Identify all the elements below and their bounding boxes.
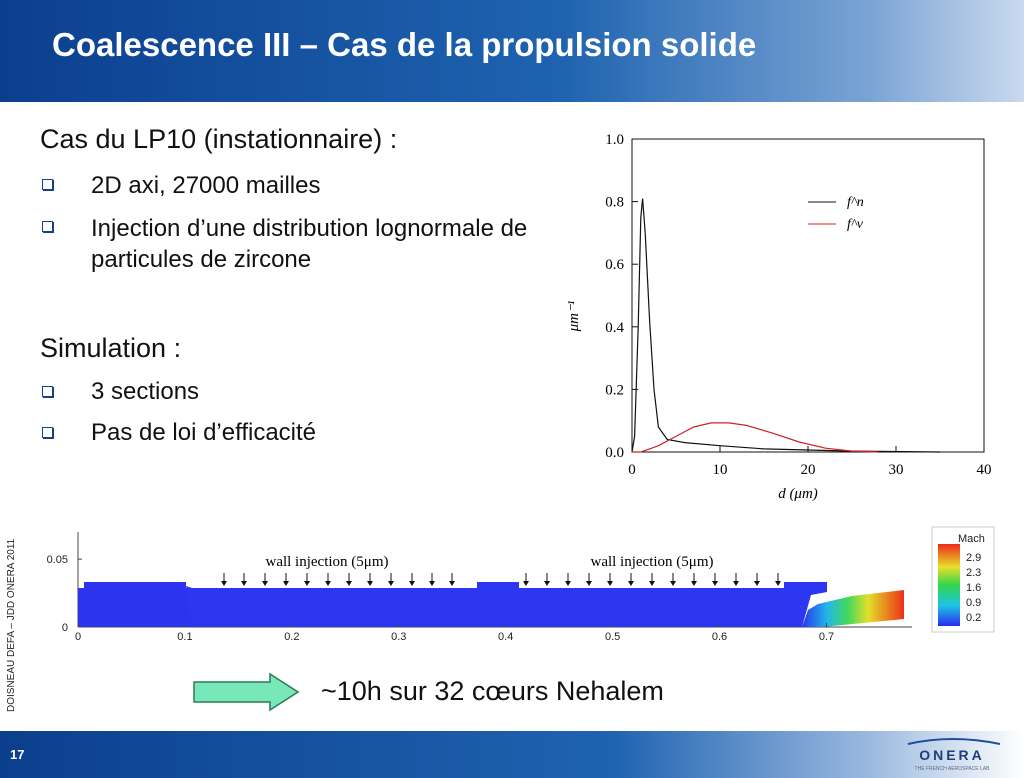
x-tick-label: 0.3 (391, 631, 406, 643)
x-tick-label: 0 (628, 462, 636, 478)
x-tick-label: 0.5 (605, 631, 620, 643)
y-tick-label: 1.0 (605, 132, 624, 148)
injection-arrow-head (544, 581, 550, 586)
wall-injection-arrows (221, 573, 781, 586)
injection-arrow-head (733, 581, 739, 586)
legend-label-fv: f^v (847, 217, 864, 232)
legend-label-fn: f^n (847, 195, 864, 210)
x-tick-label: 0.4 (498, 631, 513, 643)
injection-arrow-head (283, 581, 289, 586)
y-tick-label: 0.6 (605, 257, 624, 273)
svg-text:ONERA: ONERA (919, 747, 985, 763)
injection-arrow-head (628, 581, 634, 586)
injection-arrow-head (429, 581, 435, 586)
bullet-sections: 3 sections (91, 378, 200, 405)
x-tick-label: 40 (977, 462, 992, 478)
injection-arrow-head (325, 581, 331, 586)
side-credit: DOISNEAU DEFA – JDD ONERA 2011 (6, 538, 17, 712)
bullet-square-icon (42, 221, 53, 232)
colorbar-tick-label: 2.3 (966, 567, 981, 579)
bullet-mesh: 2D axi, 27000 mailles (91, 172, 321, 199)
x-tick-label: 20 (801, 462, 816, 478)
footer-bar (0, 731, 1024, 778)
heading-case: Cas du LP10 (instationnaire) : (40, 124, 398, 154)
injection-arrow-head (691, 581, 697, 586)
colorbar-tick-label: 1.6 (966, 582, 981, 594)
plot-frame (631, 138, 985, 453)
nozzle-flow (802, 590, 904, 627)
x-tick-label: 0.2 (284, 631, 299, 643)
mach-field-chart: 0 0.1 0.2 0.3 0.4 0.5 0.6 0.7 0 0.05 wall injecti… (47, 526, 995, 643)
y-tick-label: 0.8 (605, 195, 624, 211)
right-arrow-icon (193, 672, 300, 712)
onera-logo: ONERA THE FRENCH AEROSPACE LAB (907, 738, 1001, 772)
distribution-chart: 0 10 20 30 400.00.20.40.60.81.0 μm⁻¹ d (μm) … (566, 132, 992, 502)
injection-arrow-head (523, 581, 529, 586)
annotation-wall-injection-1: wall injection (5μm) (265, 554, 388, 570)
colorbar-title: Mach (958, 533, 985, 545)
x-tick-label: 10 (713, 462, 728, 478)
bullet-injection: Injection d’une distribution lognormale … (91, 215, 528, 273)
y-axis-label: μm⁻¹ (566, 300, 582, 332)
injection-arrow-head (221, 581, 227, 586)
injection-arrow-head (449, 581, 455, 586)
y-tick-label: 0.0 (605, 445, 624, 461)
series-line-0 (631, 198, 941, 453)
svg-text:THE FRENCH AEROSPACE LAB: THE FRENCH AEROSPACE LAB (915, 766, 991, 772)
injection-arrow-head (304, 581, 310, 586)
x-axis-label: d (μm) (778, 486, 818, 502)
y-tick-label: 0 (62, 622, 68, 634)
x-tick-label: 0.1 (177, 631, 192, 643)
injection-arrow-head (241, 581, 247, 586)
x-tick-label: 0 (75, 631, 81, 643)
page-number: 17 (10, 747, 25, 762)
grain-segment-2 (186, 582, 827, 627)
injection-arrow-head (409, 581, 415, 586)
bullet-square-icon (42, 179, 53, 190)
injection-arrow-head (262, 581, 268, 586)
x-tick-label: 0.6 (712, 631, 727, 643)
y-tick-label: 0.05 (47, 554, 68, 566)
injection-arrow-head (586, 581, 592, 586)
heading-simulation: Simulation : (40, 333, 182, 363)
colorbar-tick-label: 2.9 (966, 552, 981, 564)
injection-arrow-head (670, 581, 676, 586)
injection-arrow-head (754, 581, 760, 586)
title-bar: Coalescence III – Cas de la propulsion s… (0, 0, 1024, 102)
grain-segment-1 (78, 582, 222, 627)
y-tick-label: 0.2 (605, 382, 624, 398)
x-tick-label: 30 (889, 462, 904, 478)
bullet-efficiency: Pas de loi d’efficacité (91, 419, 317, 446)
injection-arrow-head (367, 581, 373, 586)
injection-arrow-head (346, 581, 352, 586)
injection-arrow-head (649, 581, 655, 586)
bullet-square-icon (42, 386, 53, 397)
colorbar-tick-label: 0.9 (966, 597, 981, 609)
bullet-square-icon (42, 427, 53, 438)
x-tick-label: 0.7 (819, 631, 834, 643)
series-line-1 (632, 422, 879, 453)
colorbar-tick-label: 0.2 (966, 612, 981, 624)
injection-arrow-head (565, 581, 571, 586)
annotation-wall-injection-2: wall injection (5μm) (590, 554, 713, 570)
injection-arrow-head (607, 581, 613, 586)
injection-arrow-head (775, 581, 781, 586)
y-tick-label: 0.4 (605, 320, 624, 336)
injection-arrow-head (712, 581, 718, 586)
colorbar (938, 544, 960, 626)
compute-time-note: ~10h sur 32 cœurs Nehalem (321, 676, 664, 706)
slide-title: Coalescence III – Cas de la propulsion s… (52, 26, 757, 63)
injection-arrow-head (388, 581, 394, 586)
